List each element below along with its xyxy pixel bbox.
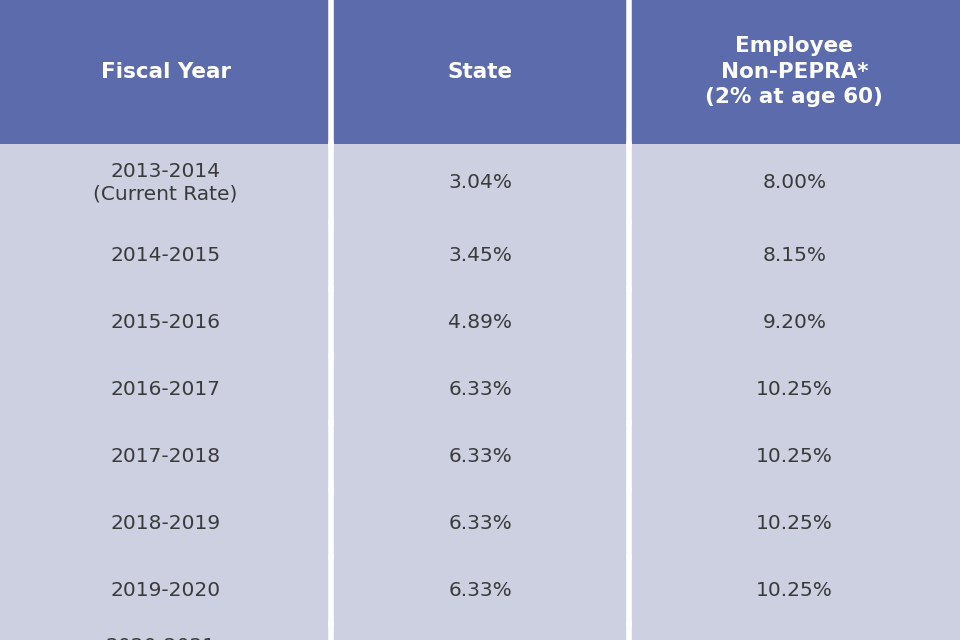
Text: 8.15%: 8.15% [762, 246, 827, 265]
Text: 4.89%: 4.89% [448, 313, 512, 332]
Text: State: State [447, 62, 513, 82]
Text: 6.33%: 6.33% [448, 380, 512, 399]
Text: 3.45%: 3.45% [448, 246, 512, 265]
Text: 6.33%: 6.33% [448, 447, 512, 466]
Text: 2020-2021–
2045-2046: 2020-2021– 2045-2046 [106, 637, 226, 640]
Text: 6.33%: 6.33% [448, 514, 512, 533]
Text: Fiscal Year: Fiscal Year [101, 62, 230, 82]
FancyBboxPatch shape [0, 557, 960, 624]
FancyBboxPatch shape [0, 423, 960, 490]
Text: 10.25%: 10.25% [756, 514, 833, 533]
FancyBboxPatch shape [0, 289, 960, 356]
Text: 2017-2018: 2017-2018 [110, 447, 221, 466]
FancyBboxPatch shape [629, 0, 960, 143]
FancyBboxPatch shape [0, 0, 331, 143]
Text: 2019-2020: 2019-2020 [110, 581, 221, 600]
FancyBboxPatch shape [331, 0, 629, 143]
Text: 10.25%: 10.25% [756, 581, 833, 600]
Text: 10.25%: 10.25% [756, 447, 833, 466]
Text: 10.25%: 10.25% [756, 380, 833, 399]
FancyBboxPatch shape [0, 143, 960, 222]
Text: 6.33%: 6.33% [448, 581, 512, 600]
Text: Employee
Non-PEPRA*
(2% at age 60): Employee Non-PEPRA* (2% at age 60) [706, 36, 883, 108]
Text: 8.00%: 8.00% [762, 173, 827, 193]
Text: 9.20%: 9.20% [762, 313, 827, 332]
FancyBboxPatch shape [0, 222, 960, 289]
Text: 2013-2014
(Current Rate): 2013-2014 (Current Rate) [93, 162, 238, 204]
FancyBboxPatch shape [0, 624, 960, 640]
Text: 2016-2017: 2016-2017 [110, 380, 221, 399]
Text: 2015-2016: 2015-2016 [110, 313, 221, 332]
FancyBboxPatch shape [0, 490, 960, 557]
Text: 3.04%: 3.04% [448, 173, 512, 193]
FancyBboxPatch shape [0, 356, 960, 423]
Text: 2018-2019: 2018-2019 [110, 514, 221, 533]
Text: 2014-2015: 2014-2015 [110, 246, 221, 265]
